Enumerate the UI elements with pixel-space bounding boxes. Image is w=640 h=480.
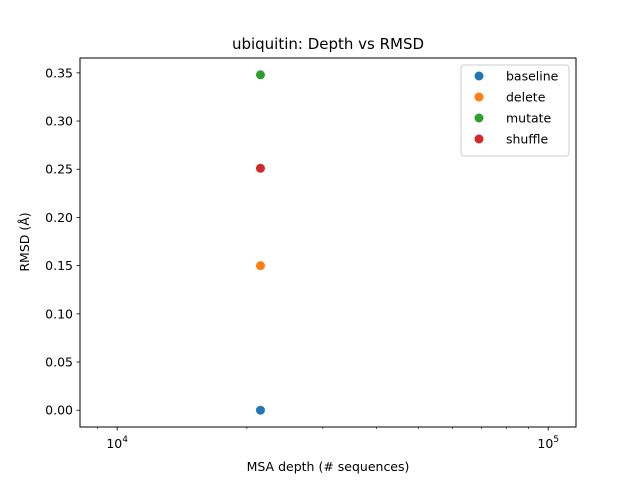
legend-marker-shuffle [474,134,484,144]
legend-marker-baseline [474,71,484,81]
legend-marker-delete [474,92,484,102]
x-tick-label: 104 [106,435,128,451]
data-point-delete [255,261,265,271]
legend-label: delete [506,90,546,105]
legend-label: baseline [506,69,559,84]
legend-label: shuffle [506,132,548,147]
x-tick-label-exponent: 4 [122,435,128,445]
data-point-baseline [255,405,265,415]
x-tick-label-exponent: 5 [553,435,559,445]
legend-box [460,64,570,157]
y-tick-label: 0.35 [45,65,73,80]
legend-label: mutate [506,111,552,126]
legend: baseline delete mutate shuffle [460,64,570,157]
data-point-mutate [255,70,265,80]
y-tick-label: 0.15 [45,258,73,273]
x-tick-label-base: 10 [537,436,553,451]
y-tick-label: 0.00 [45,403,73,418]
x-tick-label: 105 [537,435,559,451]
y-tick-label: 0.20 [45,210,73,225]
chart-title: ubiquitin: Depth vs RMSD [232,35,424,53]
y-tick-label: 0.25 [45,162,73,177]
axes-frame [79,57,577,428]
y-tick-label: 0.30 [45,114,73,129]
x-tick-label-base: 10 [106,436,122,451]
y-tick-label: 0.10 [45,306,73,321]
x-axis-label: MSA depth (# sequences) [247,459,410,474]
y-axis-label: RMSD (Å) [17,212,32,271]
legend-marker-mutate [474,113,484,123]
y-tick-label: 0.05 [45,355,73,370]
data-point-shuffle [255,163,265,173]
